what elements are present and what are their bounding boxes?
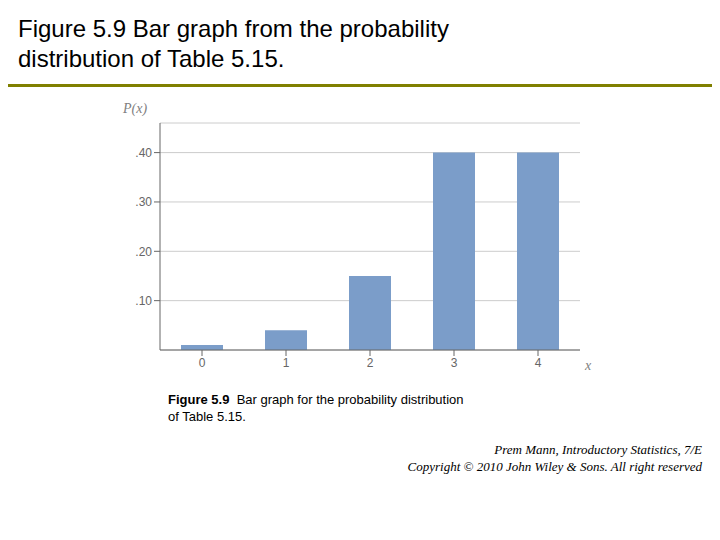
html-text:Prem Mann, Introductory Statis: Prem Mann, Introductory Statistics, 7/E … xyxy=(407,442,702,474)
html-text:Figure 5.9 Bar graph for the p: Figure 5.9 Bar graph for the probability… xyxy=(168,392,464,424)
svg-text:1: 1 xyxy=(283,356,290,370)
svg-text:3: 3 xyxy=(451,356,458,370)
svg-text:.30: .30 xyxy=(135,195,152,209)
svg-text:.10: .10 xyxy=(135,294,152,308)
svg-text:0: 0 xyxy=(199,356,206,370)
svg-text:4: 4 xyxy=(535,356,542,370)
svg-text:.20: .20 xyxy=(135,245,152,259)
svg-text:2: 2 xyxy=(367,356,374,370)
html-text:Figure 5.9 Bar graph from the: Figure 5.9 Bar graph from the probabilit… xyxy=(18,15,449,72)
svg-text:P(x): P(x) xyxy=(122,101,147,117)
svg-text:.40: .40 xyxy=(135,146,152,160)
svg-text:x: x xyxy=(584,358,592,373)
